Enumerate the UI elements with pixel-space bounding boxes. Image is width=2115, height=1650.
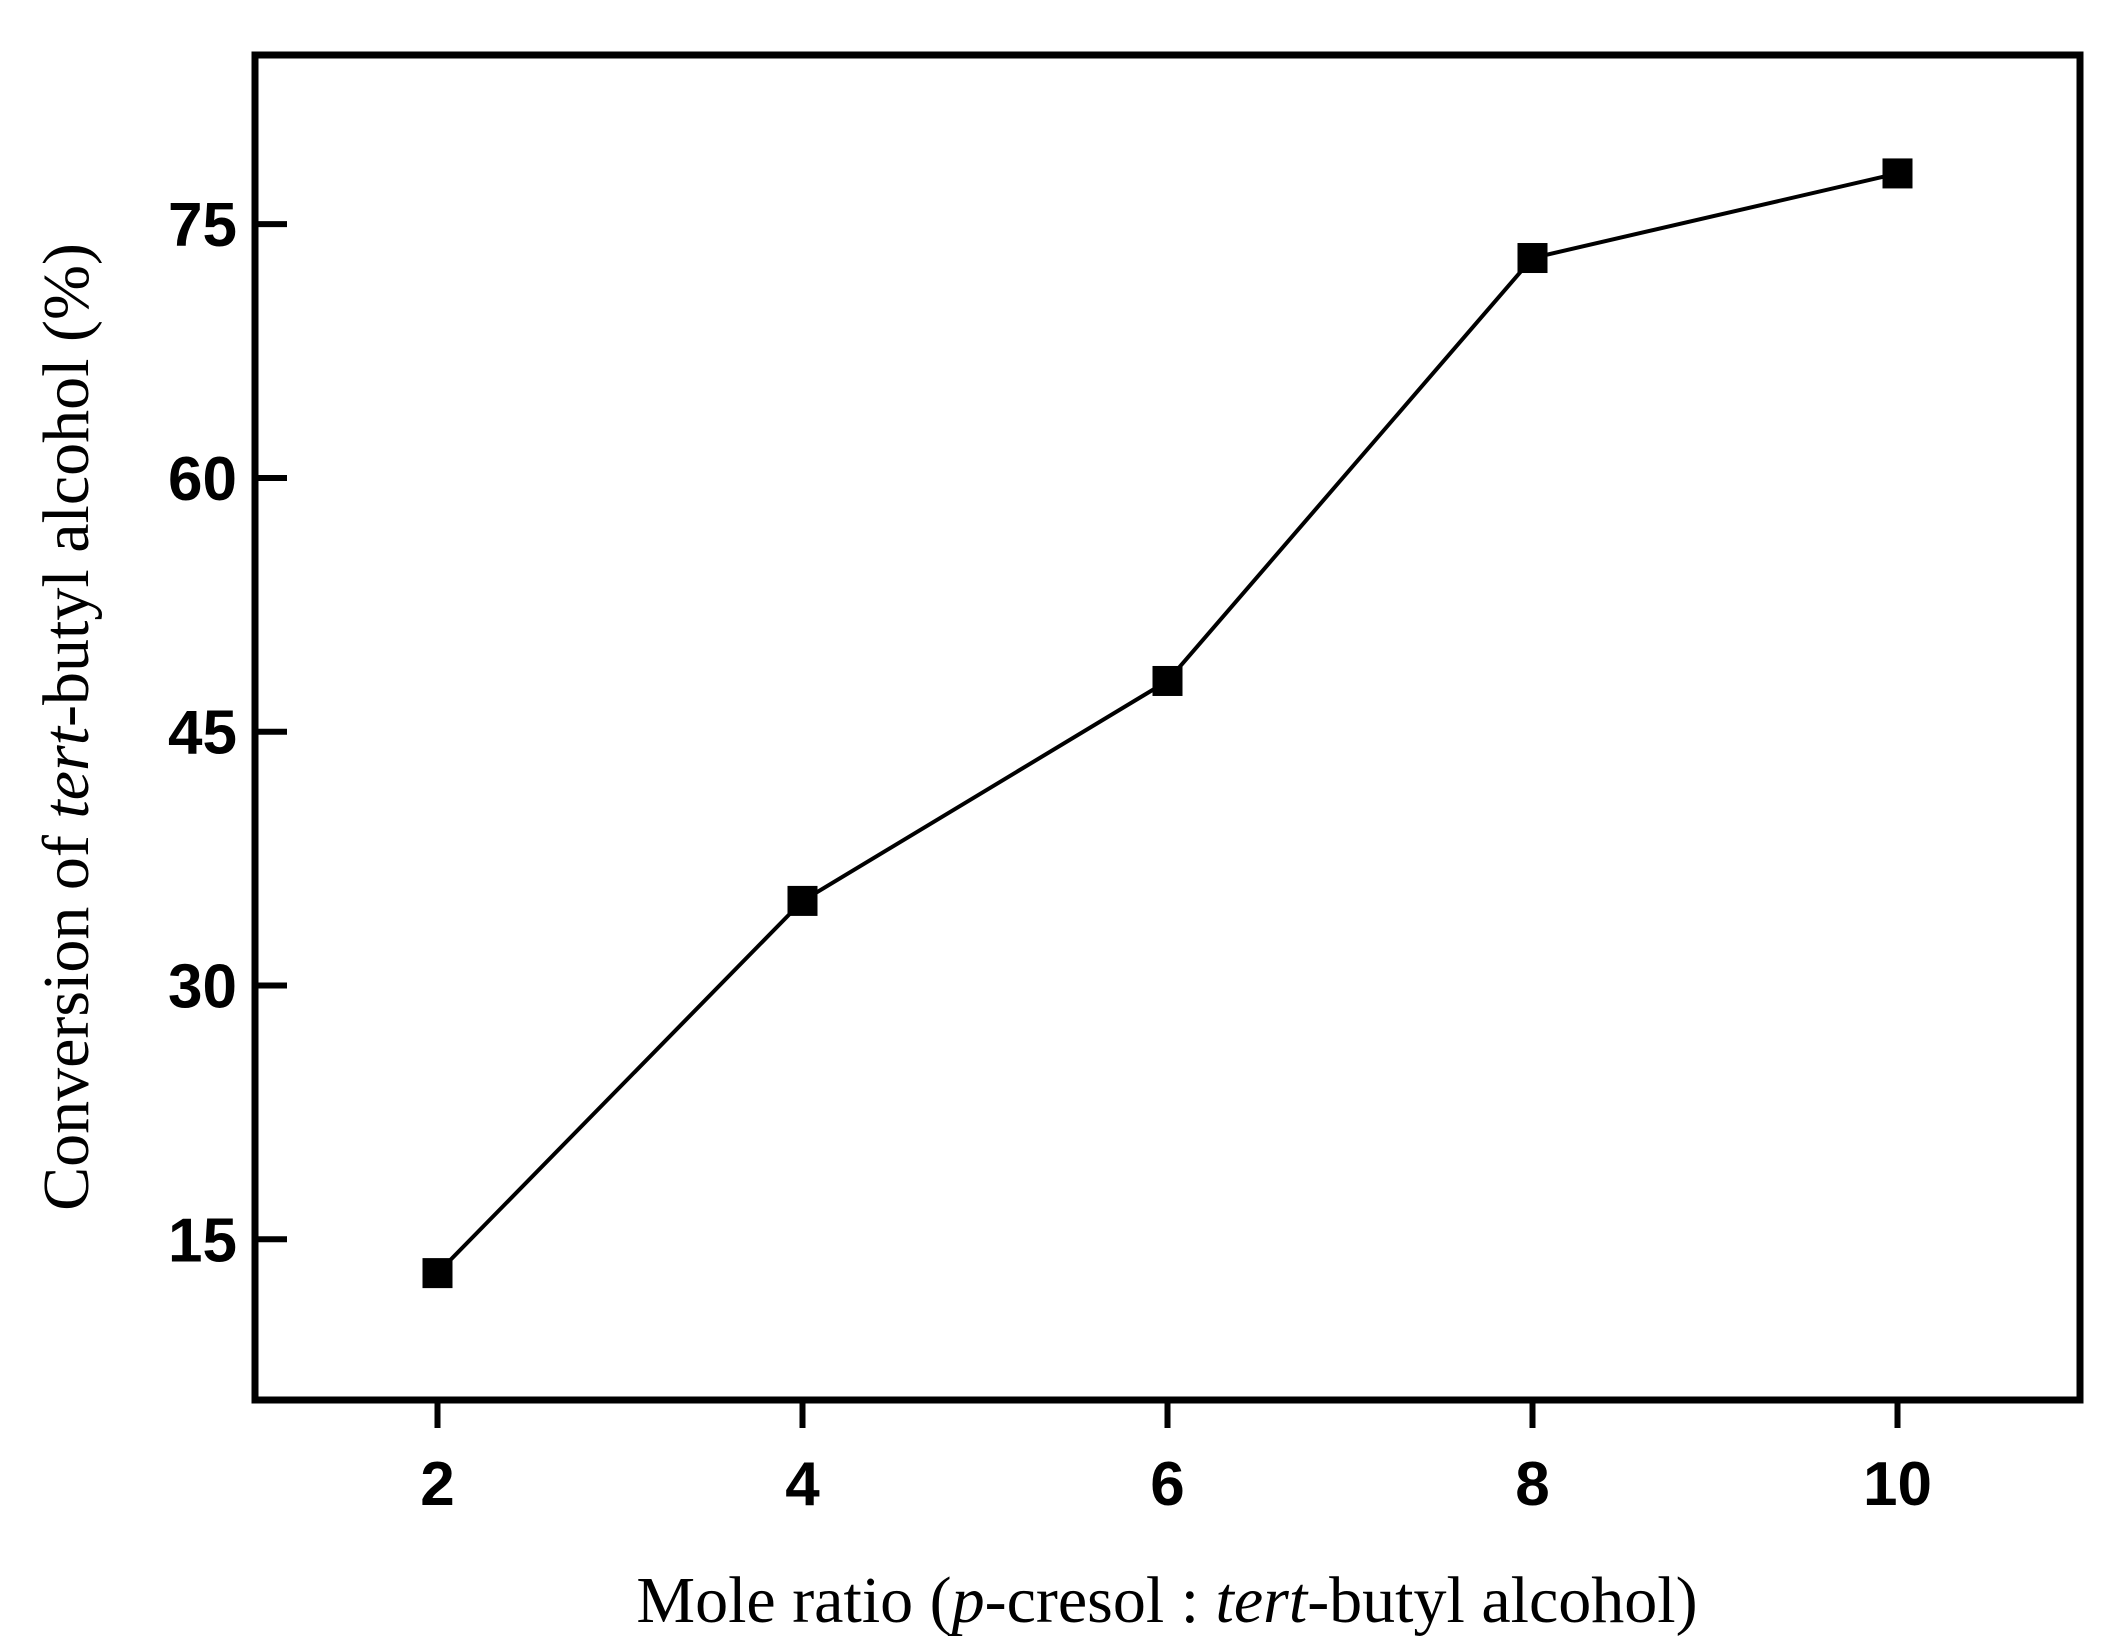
x-axis: 2 4 6 8 10	[420, 1400, 1932, 1519]
y-axis-title: Conversion of tert-butyl alcohol (%)	[30, 243, 103, 1211]
data-point-marker	[1517, 243, 1548, 274]
series-markers	[422, 158, 1913, 1289]
y-axis: 15 30 45 60 75	[168, 191, 287, 1275]
x-tick-label: 6	[1150, 1450, 1184, 1519]
plot-frame	[251, 51, 2084, 1404]
x-axis-title: Mole ratio (p-cresol : tert-butyl alcoho…	[636, 1564, 1697, 1637]
x-tick-label: 10	[1863, 1450, 1932, 1519]
x-tick-label: 8	[1515, 1450, 1549, 1519]
y-tick-label: 60	[168, 445, 237, 514]
data-point-marker	[422, 1258, 453, 1289]
y-tick-label: 45	[168, 699, 237, 768]
data-point-marker	[1882, 158, 1913, 189]
series-line	[436, 171, 1898, 1275]
data-point-marker	[1152, 665, 1183, 696]
y-tick-label: 15	[168, 1206, 237, 1275]
y-tick-label: 75	[168, 191, 237, 260]
data-point-marker	[787, 885, 818, 916]
y-tick-label: 30	[168, 953, 237, 1022]
x-tick-label: 4	[785, 1450, 820, 1519]
x-tick-label: 2	[420, 1450, 454, 1519]
